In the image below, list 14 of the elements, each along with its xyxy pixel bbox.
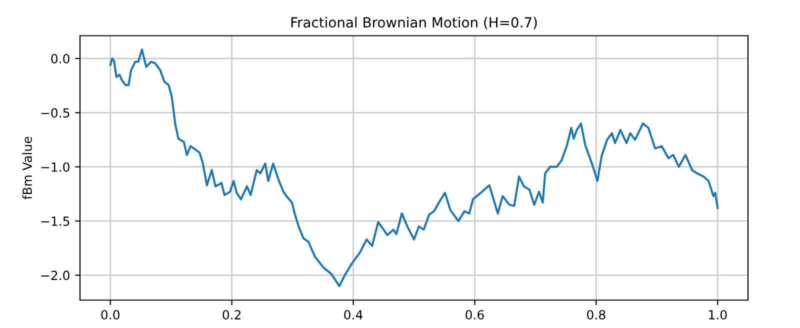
y-tick-label: −1.5 bbox=[41, 216, 70, 226]
y-tick-label: −0.5 bbox=[41, 108, 70, 118]
y-tick-label: 0.0 bbox=[51, 54, 70, 64]
x-tick-label: 0.8 bbox=[587, 310, 606, 320]
x-tick-label: 0.0 bbox=[101, 310, 120, 320]
y-tick-label: −2.0 bbox=[41, 270, 70, 280]
chart-title: Fractional Brownian Motion (H=0.7) bbox=[291, 16, 537, 30]
y-tick-label: −1.0 bbox=[41, 162, 70, 172]
x-tick-label: 0.6 bbox=[466, 310, 484, 320]
x-tick-label: 0.2 bbox=[222, 310, 241, 320]
line-series bbox=[109, 48, 719, 288]
y-axis-title: fBm Value bbox=[22, 136, 32, 200]
x-tick-label: 1.0 bbox=[709, 310, 727, 320]
x-tick-label: 0.4 bbox=[344, 310, 363, 320]
